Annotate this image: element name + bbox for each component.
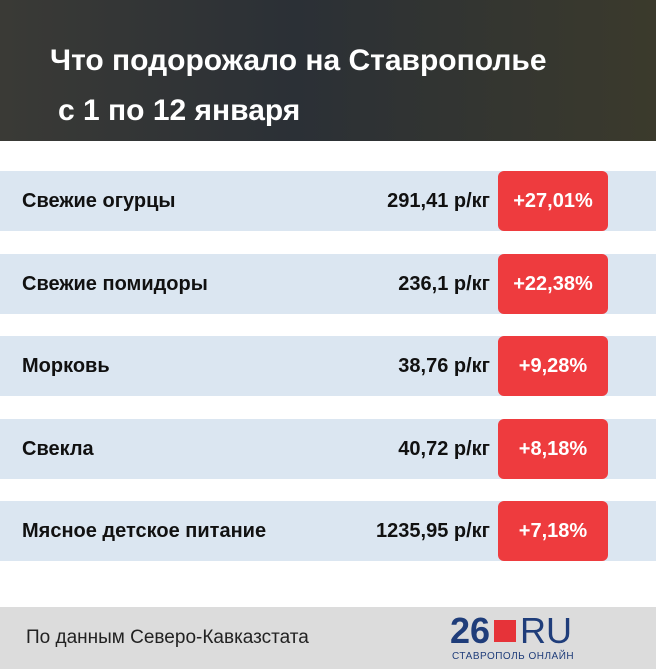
- header: Что подорожало на Ставрополье с 1 по 12 …: [0, 0, 656, 141]
- table-row: Свежие огурцы 291,41 р/кг +27,01%: [0, 171, 656, 231]
- item-price: 291,41 р/кг: [387, 190, 490, 212]
- item-name: Мясное детское питание: [22, 520, 267, 542]
- table-row: Мясное детское питание 1235,95 р/кг +7,18%: [0, 501, 656, 561]
- logo-city: СТАВРОПОЛЬ ОНЛАЙН: [452, 651, 575, 662]
- logo-square: [494, 620, 517, 642]
- title: Что подорожало на Ставрополье: [50, 44, 547, 77]
- logo-domain: RU: [520, 610, 573, 651]
- item-name: Свекла: [22, 437, 94, 460]
- subtitle: с 1 по 12 января: [58, 94, 301, 127]
- price-change: +7,18%: [498, 501, 608, 561]
- item-name: Свежие огурцы: [22, 190, 176, 212]
- item-price: 1235,95 р/кг: [376, 520, 490, 542]
- item-name: Свежие помидоры: [22, 272, 208, 295]
- table-row: Свекла 40,72 р/кг +8,18%: [0, 418, 656, 479]
- price-change: +8,18%: [498, 418, 608, 479]
- price-change: +27,01%: [498, 171, 608, 231]
- table-row: Морковь 38,76 р/кг +9,28%: [0, 336, 656, 396]
- source: По данным Северо-Кавказстата: [26, 627, 309, 648]
- logo-number: 26: [450, 610, 491, 651]
- item-price: 40,72 р/кг: [398, 437, 490, 460]
- price-change: +9,28%: [498, 336, 608, 396]
- item-price: 38,76 р/кг: [398, 355, 490, 377]
- logo: 26 RU: [450, 610, 573, 651]
- footer: По данным Северо-Кавказстата 26 RU СТАВР…: [0, 607, 656, 669]
- item-price: 236,1 р/кг: [398, 272, 490, 295]
- table-row: Свежие помидоры 236,1 р/кг +22,38%: [0, 253, 656, 314]
- price-change: +22,38%: [498, 253, 608, 314]
- item-name: Морковь: [22, 355, 110, 377]
